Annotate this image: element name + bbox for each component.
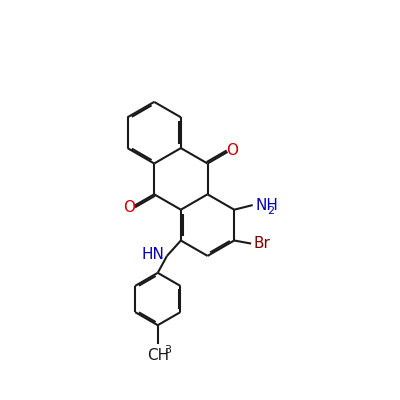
Text: NH: NH — [255, 198, 278, 212]
Text: HN: HN — [141, 247, 164, 262]
Text: O: O — [226, 143, 238, 158]
Text: 3: 3 — [164, 345, 172, 355]
Text: 2: 2 — [268, 206, 274, 216]
Text: CH: CH — [147, 348, 169, 363]
Text: O: O — [123, 200, 135, 214]
Text: Br: Br — [254, 236, 270, 251]
